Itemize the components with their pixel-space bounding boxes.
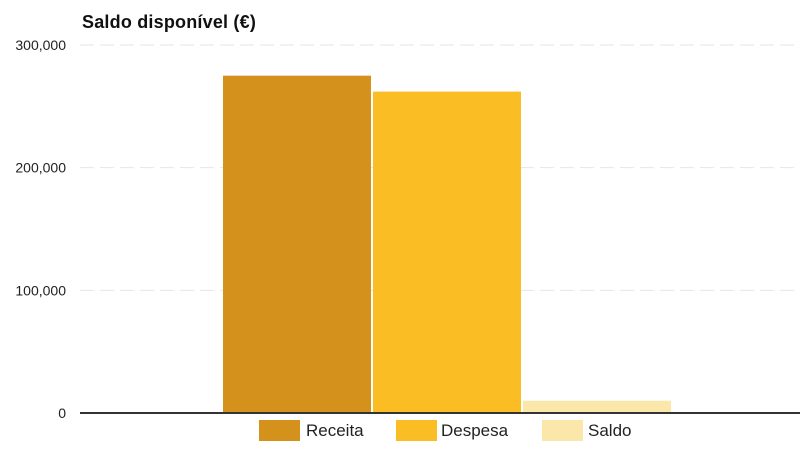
legend-label-saldo: Saldo bbox=[588, 421, 631, 440]
bar-saldo bbox=[523, 400, 671, 413]
legend-swatch-saldo bbox=[542, 420, 583, 441]
y-tick-label: 200,000 bbox=[15, 160, 66, 176]
legend-swatch-despesa bbox=[396, 420, 437, 441]
bar-despesa bbox=[373, 91, 521, 413]
legend-label-receita: Receita bbox=[306, 421, 364, 440]
chart-title: Saldo disponível (€) bbox=[82, 12, 257, 32]
legend-swatch-receita bbox=[259, 420, 300, 441]
bar-receita bbox=[223, 75, 371, 414]
legend: Receita Despesa Saldo bbox=[259, 420, 631, 441]
axes: 0 100,000 200,000 300,000 bbox=[15, 37, 800, 421]
y-tick-label: 300,000 bbox=[15, 37, 66, 53]
y-tick-label: 0 bbox=[58, 405, 66, 421]
y-tick-label: 100,000 bbox=[15, 282, 66, 298]
legend-label-despesa: Despesa bbox=[441, 421, 509, 440]
bars bbox=[223, 75, 671, 414]
